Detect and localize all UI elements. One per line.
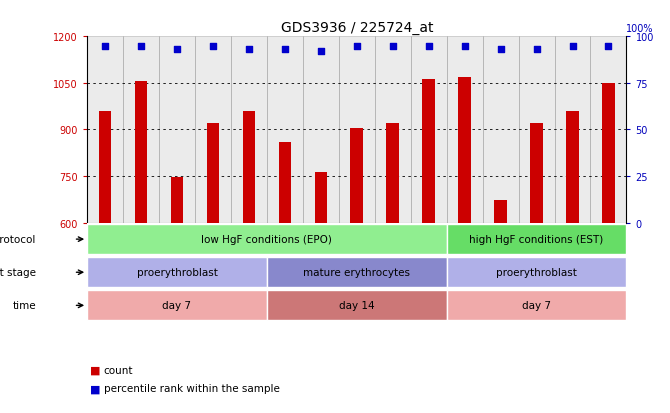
Bar xyxy=(98,112,111,223)
Point xyxy=(279,47,290,53)
Point xyxy=(495,47,506,53)
Text: proerythroblast: proerythroblast xyxy=(137,268,218,278)
Text: growth protocol: growth protocol xyxy=(0,235,36,244)
Point xyxy=(172,47,182,53)
Bar xyxy=(339,37,375,223)
Bar xyxy=(458,78,471,223)
Bar xyxy=(87,225,447,254)
Bar xyxy=(159,37,195,223)
Bar xyxy=(279,143,291,223)
Bar xyxy=(87,291,267,320)
Bar xyxy=(447,37,482,223)
Bar xyxy=(530,123,543,223)
Bar xyxy=(482,37,519,223)
Bar xyxy=(267,37,303,223)
Bar xyxy=(494,201,507,223)
Bar xyxy=(231,37,267,223)
Bar xyxy=(350,128,363,223)
Bar xyxy=(135,82,147,223)
Bar xyxy=(171,177,184,223)
Bar xyxy=(87,37,123,223)
Text: proerythroblast: proerythroblast xyxy=(496,268,577,278)
Bar xyxy=(375,37,411,223)
Bar xyxy=(447,291,626,320)
Bar xyxy=(87,258,267,287)
Bar xyxy=(422,80,435,223)
Text: development stage: development stage xyxy=(0,268,36,278)
Point xyxy=(460,43,470,50)
Bar xyxy=(566,112,579,223)
Bar xyxy=(267,291,447,320)
Text: ■: ■ xyxy=(90,383,101,393)
Point xyxy=(208,43,218,50)
Bar xyxy=(519,37,555,223)
Bar xyxy=(195,37,231,223)
Point xyxy=(423,43,434,50)
Text: day 14: day 14 xyxy=(339,301,375,311)
Bar xyxy=(314,173,327,223)
Bar xyxy=(303,37,339,223)
Bar xyxy=(123,37,159,223)
Point xyxy=(100,43,111,50)
Text: 100%: 100% xyxy=(626,24,654,33)
Bar xyxy=(447,258,626,287)
Point xyxy=(603,43,614,50)
Text: time: time xyxy=(12,301,36,311)
Text: ■: ■ xyxy=(90,365,101,375)
Text: mature erythrocytes: mature erythrocytes xyxy=(304,268,410,278)
Point xyxy=(531,47,542,53)
Point xyxy=(316,49,326,55)
Bar xyxy=(243,112,255,223)
Point xyxy=(387,43,398,50)
Bar xyxy=(602,83,615,223)
Bar xyxy=(555,37,590,223)
Text: day 7: day 7 xyxy=(522,301,551,311)
Point xyxy=(136,43,147,50)
Bar xyxy=(411,37,447,223)
Point xyxy=(567,43,578,50)
Bar xyxy=(206,123,219,223)
Bar xyxy=(387,124,399,223)
Text: percentile rank within the sample: percentile rank within the sample xyxy=(104,383,280,393)
Point xyxy=(352,43,362,50)
Text: high HgF conditions (EST): high HgF conditions (EST) xyxy=(470,235,604,244)
Text: count: count xyxy=(104,365,133,375)
Text: low HgF conditions (EPO): low HgF conditions (EPO) xyxy=(202,235,332,244)
Bar xyxy=(267,258,447,287)
Point xyxy=(244,47,255,53)
Bar xyxy=(590,37,626,223)
Text: day 7: day 7 xyxy=(163,301,192,311)
Title: GDS3936 / 225724_at: GDS3936 / 225724_at xyxy=(281,21,433,35)
Bar xyxy=(447,225,626,254)
